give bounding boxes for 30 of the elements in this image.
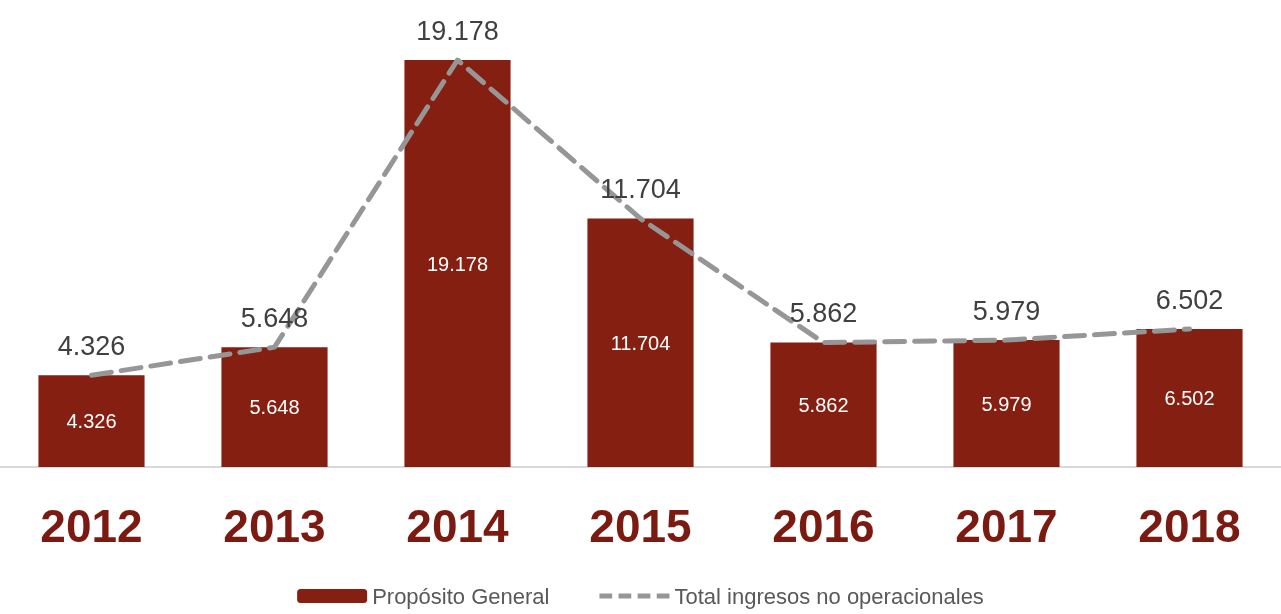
x-tick-label: 2015: [589, 500, 692, 552]
bar: [1136, 329, 1243, 467]
x-tick-label: 2018: [1138, 500, 1241, 552]
x-tick-label: 2014: [406, 500, 510, 552]
data-label: 11.704: [600, 174, 681, 205]
x-tick-label: 2016: [772, 500, 875, 552]
data-label: 5.979: [981, 392, 1032, 415]
bar: [770, 342, 877, 467]
bar: [404, 60, 511, 467]
data-label: 4.326: [66, 410, 117, 433]
data-label: 6.502: [1155, 284, 1224, 315]
x-tick-label: 2012: [40, 500, 143, 552]
x-tick-label: 2013: [223, 500, 326, 552]
bar: [38, 375, 145, 467]
data-label: 5.979: [972, 295, 1041, 326]
data-label: 5.862: [789, 298, 858, 329]
bar: [953, 340, 1060, 467]
data-label: 5.648: [249, 396, 300, 419]
data-label: 4.326: [57, 330, 126, 361]
bar: [587, 218, 694, 467]
data-label: 11.704: [610, 331, 671, 354]
bar: [221, 347, 328, 467]
legend-label: Total ingresos no operacionales: [674, 583, 984, 609]
data-label: 5.648: [240, 302, 309, 333]
x-tick-label: 2017: [955, 500, 1058, 552]
data-label: 19.178: [416, 15, 499, 46]
data-label: 5.862: [798, 393, 849, 416]
data-label: 19.178: [426, 252, 489, 275]
legend-label: Propósito General: [372, 583, 550, 609]
data-label: 6.502: [1164, 387, 1215, 410]
